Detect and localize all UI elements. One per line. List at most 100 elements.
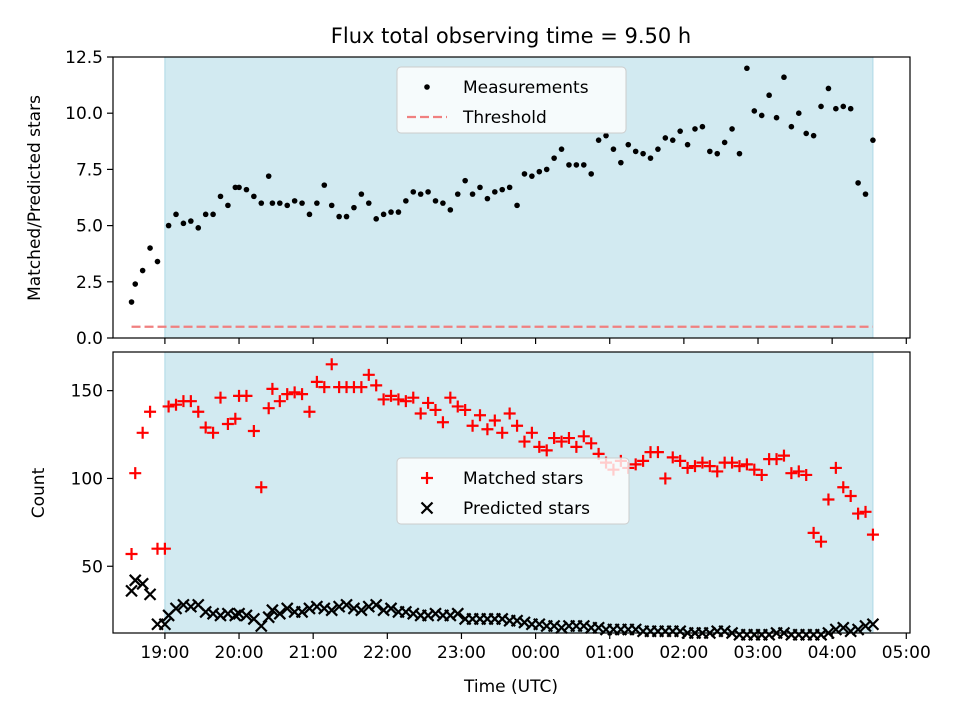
data-point (822, 493, 835, 506)
data-point (866, 617, 880, 631)
data-point (540, 444, 553, 457)
data-point (588, 171, 594, 177)
data-point (548, 432, 561, 445)
data-point (721, 139, 728, 146)
y-tick-label: 150 (71, 382, 103, 402)
data-point (355, 603, 368, 617)
data-point (299, 200, 305, 206)
bottom-panel: 50 100 150 19:00 20:00 21:00 22:00 23:00 00:00 01… (71, 351, 931, 663)
x-tick-label: 22:00 (363, 643, 412, 663)
data-point (844, 624, 857, 638)
data-point (807, 526, 820, 539)
data-point (451, 607, 465, 620)
data-point (373, 216, 379, 222)
data-point (129, 467, 142, 480)
legend-label: Predicted stars (463, 499, 590, 519)
data-point (547, 619, 561, 633)
data-point (488, 414, 501, 427)
legend-swatch-marker (420, 501, 434, 515)
data-point (755, 468, 768, 481)
data-point (814, 628, 828, 642)
data-point (521, 171, 528, 177)
data-point (492, 189, 498, 195)
data-point (466, 419, 479, 432)
data-point (173, 211, 179, 218)
data-point (188, 218, 194, 224)
data-point (136, 426, 149, 439)
data-point (170, 398, 183, 411)
data-point (422, 396, 435, 409)
data-point (595, 137, 602, 143)
data-point (669, 137, 676, 143)
chart-title: Flux total observing time = 9.50 h (331, 24, 691, 48)
data-point (847, 105, 854, 112)
data-point (543, 166, 550, 173)
data-point (325, 603, 338, 617)
data-point (506, 184, 513, 191)
data-point (184, 600, 198, 613)
y-tick-label: 5.0 (76, 217, 103, 237)
data-point (407, 391, 420, 404)
y-tick-label: 50 (81, 557, 103, 577)
data-point (562, 432, 575, 445)
data-point (829, 461, 842, 474)
data-point (199, 605, 212, 619)
data-point (707, 148, 713, 155)
data-point (684, 141, 691, 148)
data-point (280, 602, 294, 615)
data-point (744, 65, 750, 72)
data-point (262, 402, 275, 415)
data-point (395, 209, 402, 215)
data-point (217, 193, 224, 200)
data-point (637, 454, 650, 467)
data-point (192, 405, 205, 418)
data-point (314, 200, 320, 206)
data-point (132, 281, 139, 287)
data-point (266, 603, 279, 617)
data-point (165, 222, 172, 229)
data-point (162, 400, 175, 413)
data-point (640, 150, 646, 157)
y-tick-label: 10.0 (65, 104, 103, 124)
data-point (229, 609, 242, 622)
x-tick-label: 03:00 (734, 643, 783, 663)
y-tick-label: 0.0 (76, 329, 103, 349)
data-point (158, 542, 171, 555)
data-point (296, 388, 309, 401)
data-point (773, 114, 780, 121)
data-point (128, 574, 142, 587)
data-point (469, 191, 476, 197)
series-measurements (128, 65, 876, 305)
data-point (321, 182, 328, 188)
data-point (236, 184, 242, 191)
x-axis-label: Time (UTC) (463, 677, 558, 697)
data-point (403, 198, 409, 204)
data-point (214, 609, 227, 622)
data-point (139, 267, 146, 274)
data-point (859, 619, 872, 633)
legend-label: Measurements (463, 78, 589, 98)
data-point (810, 132, 817, 139)
data-point (748, 463, 761, 476)
data-point (536, 168, 543, 175)
x-tick-label: 19:00 (140, 643, 189, 663)
data-point (385, 389, 398, 402)
data-point (836, 621, 850, 635)
data-point (425, 189, 431, 195)
data-point (377, 393, 390, 406)
x-tick-label: 02:00 (659, 643, 708, 663)
data-point (392, 393, 405, 406)
data-point (180, 220, 187, 227)
data-point (610, 146, 617, 152)
data-point (481, 423, 494, 436)
data-point (362, 368, 375, 381)
x-tick-label: 05:00 (882, 643, 931, 663)
data-point (603, 132, 609, 139)
data-point (210, 211, 216, 218)
data-point (718, 624, 731, 638)
data-point (777, 449, 790, 462)
data-point (711, 465, 724, 478)
legend: Measurements Threshold (396, 66, 627, 134)
